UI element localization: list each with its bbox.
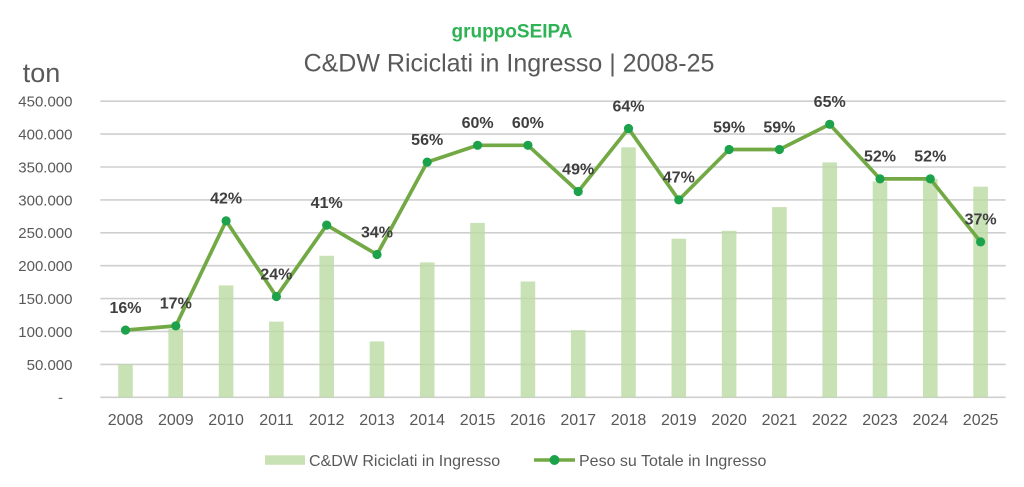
svg-text:C&DW Riciclati in Ingresso | 2: C&DW Riciclati in Ingresso | 2008-25 bbox=[304, 50, 715, 78]
svg-text:2019: 2019 bbox=[661, 412, 697, 429]
svg-text:64%: 64% bbox=[612, 98, 644, 115]
svg-text:350.000: 350.000 bbox=[18, 159, 72, 176]
svg-text:250.000: 250.000 bbox=[18, 225, 72, 242]
svg-text:2024: 2024 bbox=[913, 412, 949, 429]
svg-text:C&DW Riciclati in Ingresso: C&DW Riciclati in Ingresso bbox=[309, 453, 500, 470]
svg-text:2014: 2014 bbox=[409, 412, 445, 429]
svg-text:60%: 60% bbox=[462, 115, 494, 132]
svg-text:150.000: 150.000 bbox=[18, 291, 72, 308]
svg-text:59%: 59% bbox=[763, 119, 795, 136]
svg-text:300.000: 300.000 bbox=[18, 192, 72, 209]
svg-text:2023: 2023 bbox=[862, 412, 898, 429]
svg-text:60%: 60% bbox=[512, 115, 544, 132]
svg-text:2012: 2012 bbox=[309, 412, 345, 429]
svg-text:56%: 56% bbox=[411, 132, 443, 149]
svg-text:400.000: 400.000 bbox=[18, 127, 72, 144]
svg-text:34%: 34% bbox=[361, 224, 393, 241]
svg-text:ton: ton bbox=[23, 58, 61, 88]
svg-text:17%: 17% bbox=[160, 296, 192, 313]
svg-text:2013: 2013 bbox=[359, 412, 395, 429]
svg-text:37%: 37% bbox=[965, 212, 997, 229]
svg-text:65%: 65% bbox=[814, 94, 846, 111]
svg-text:42%: 42% bbox=[210, 191, 242, 208]
svg-text:49%: 49% bbox=[562, 161, 594, 178]
svg-text:2022: 2022 bbox=[812, 412, 848, 429]
svg-text:gruppoSEIPA: gruppoSEIPA bbox=[451, 21, 572, 42]
svg-text:52%: 52% bbox=[914, 149, 946, 166]
svg-text:450.000: 450.000 bbox=[18, 94, 72, 111]
svg-text:100.000: 100.000 bbox=[18, 324, 72, 341]
svg-text:2021: 2021 bbox=[762, 412, 798, 429]
svg-text:2018: 2018 bbox=[611, 412, 647, 429]
svg-text:2011: 2011 bbox=[259, 412, 294, 429]
svg-text:200.000: 200.000 bbox=[18, 258, 72, 275]
svg-text:52%: 52% bbox=[864, 149, 896, 166]
svg-text:2009: 2009 bbox=[158, 412, 194, 429]
svg-text:50.000: 50.000 bbox=[27, 357, 73, 374]
svg-text:2020: 2020 bbox=[711, 412, 747, 429]
svg-text:2015: 2015 bbox=[460, 412, 496, 429]
svg-text:2025: 2025 bbox=[963, 412, 999, 429]
svg-text:41%: 41% bbox=[311, 195, 343, 212]
svg-text:47%: 47% bbox=[663, 170, 695, 187]
svg-text:24%: 24% bbox=[260, 266, 292, 283]
svg-text:59%: 59% bbox=[713, 119, 745, 136]
svg-text:2008: 2008 bbox=[108, 412, 144, 429]
svg-text:2016: 2016 bbox=[510, 412, 546, 429]
svg-text:2010: 2010 bbox=[208, 412, 244, 429]
svg-text:Peso su Totale in Ingresso: Peso su Totale in Ingresso bbox=[579, 453, 766, 470]
svg-text:16%: 16% bbox=[109, 300, 141, 317]
svg-text:-: - bbox=[58, 390, 63, 407]
svg-text:2017: 2017 bbox=[560, 412, 596, 429]
